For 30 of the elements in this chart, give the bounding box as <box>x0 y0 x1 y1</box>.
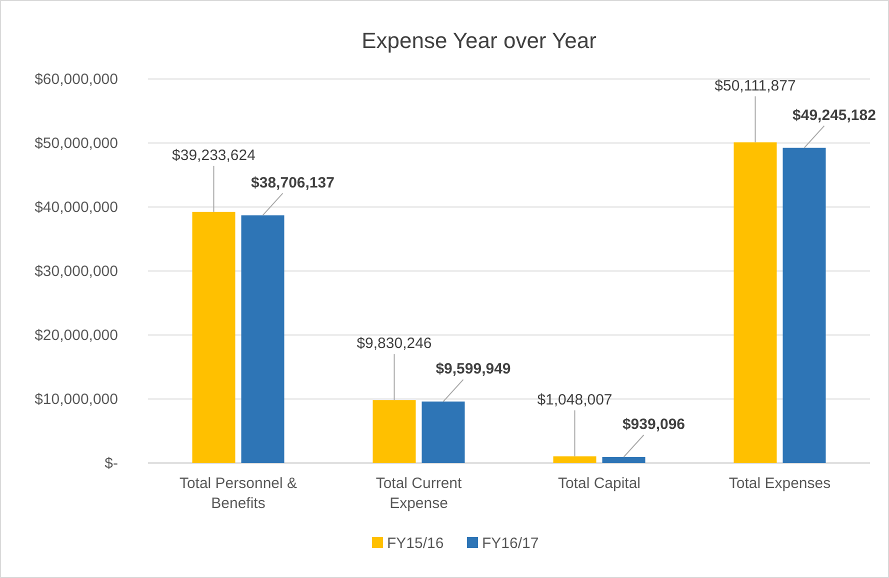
y-tick-label: $50,000,000 <box>34 135 118 152</box>
bar <box>602 456 646 463</box>
y-tick-label: $10,000,000 <box>34 391 118 408</box>
data-label: $38,706,137 <box>251 174 334 192</box>
x-tick-label: Total Expenses <box>728 475 831 492</box>
data-label: $50,111,877 <box>714 77 796 94</box>
bar <box>553 456 596 463</box>
data-label: $49,245,182 <box>792 106 876 124</box>
data-label: $39,233,624 <box>172 146 256 164</box>
bar <box>241 215 284 463</box>
data-label: $1,048,007 <box>537 391 612 408</box>
x-tick-label: Total Capital <box>558 475 641 492</box>
bar <box>422 402 465 463</box>
data-label: $9,830,246 <box>356 335 432 352</box>
legend-label: FY15/16 <box>387 535 444 552</box>
y-tick-label: $40,000,000 <box>34 199 118 216</box>
y-tick-label: $- <box>104 455 118 472</box>
y-tick-label: $20,000,000 <box>34 327 118 344</box>
chart-title: Expense Year over Year <box>362 28 596 53</box>
x-tick-label: Total Personnel & Benefits <box>179 475 298 512</box>
bar <box>782 148 826 463</box>
legend-label: FY16/17 <box>482 535 539 552</box>
x-tick-label: Total Current Expense <box>376 475 463 512</box>
bar <box>192 212 236 463</box>
data-label: $939,096 <box>622 416 686 433</box>
y-tick-label: $30,000,000 <box>34 263 118 280</box>
bar <box>372 400 416 463</box>
y-tick-label: $60,000,000 <box>34 71 118 88</box>
bar <box>734 142 777 463</box>
data-label: $9,599,949 <box>436 360 511 378</box>
